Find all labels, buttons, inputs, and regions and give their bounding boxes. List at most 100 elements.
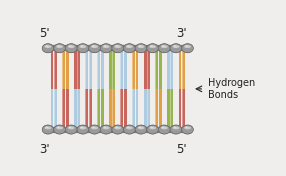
- Ellipse shape: [115, 45, 118, 47]
- Bar: [86, 48, 88, 89]
- Ellipse shape: [170, 125, 182, 134]
- Ellipse shape: [103, 126, 110, 129]
- Bar: [170, 48, 171, 130]
- Bar: [124, 89, 127, 130]
- Ellipse shape: [112, 125, 124, 134]
- Ellipse shape: [162, 45, 164, 47]
- Bar: [112, 48, 113, 130]
- Ellipse shape: [112, 125, 124, 134]
- Bar: [120, 48, 121, 130]
- Ellipse shape: [158, 125, 170, 134]
- Bar: [144, 89, 146, 130]
- Ellipse shape: [139, 127, 141, 128]
- Text: 5': 5': [39, 27, 50, 40]
- Ellipse shape: [42, 44, 54, 53]
- Ellipse shape: [123, 125, 136, 134]
- Ellipse shape: [88, 125, 101, 134]
- Bar: [101, 89, 104, 130]
- Bar: [120, 89, 123, 130]
- Ellipse shape: [174, 45, 176, 47]
- Ellipse shape: [158, 44, 170, 53]
- Ellipse shape: [147, 125, 159, 134]
- Bar: [54, 48, 55, 130]
- Ellipse shape: [138, 45, 144, 48]
- Bar: [167, 48, 170, 89]
- Bar: [132, 48, 135, 89]
- Ellipse shape: [147, 43, 159, 53]
- Ellipse shape: [114, 126, 121, 129]
- Ellipse shape: [150, 45, 153, 47]
- Bar: [136, 48, 138, 89]
- Ellipse shape: [185, 45, 188, 47]
- Bar: [51, 48, 53, 89]
- Bar: [155, 48, 158, 89]
- Ellipse shape: [92, 127, 95, 128]
- Ellipse shape: [124, 125, 135, 134]
- Bar: [178, 48, 179, 130]
- Ellipse shape: [77, 44, 89, 53]
- Ellipse shape: [65, 125, 77, 134]
- Ellipse shape: [115, 127, 118, 128]
- Bar: [97, 48, 98, 130]
- Ellipse shape: [54, 125, 65, 134]
- Ellipse shape: [80, 127, 83, 128]
- Ellipse shape: [147, 125, 158, 134]
- Ellipse shape: [161, 126, 168, 129]
- Ellipse shape: [162, 127, 164, 128]
- Bar: [112, 89, 115, 130]
- Ellipse shape: [135, 43, 147, 53]
- Bar: [89, 48, 90, 130]
- Bar: [155, 48, 156, 130]
- Bar: [54, 89, 57, 130]
- Ellipse shape: [127, 45, 130, 47]
- Ellipse shape: [92, 45, 95, 47]
- Ellipse shape: [138, 126, 144, 129]
- Bar: [170, 48, 173, 89]
- Ellipse shape: [174, 127, 176, 128]
- Ellipse shape: [182, 43, 194, 53]
- Ellipse shape: [69, 45, 71, 47]
- Bar: [159, 89, 162, 130]
- Ellipse shape: [91, 126, 98, 129]
- Ellipse shape: [65, 44, 77, 53]
- Ellipse shape: [53, 43, 65, 53]
- Bar: [178, 89, 181, 130]
- Ellipse shape: [45, 127, 48, 128]
- Ellipse shape: [89, 125, 100, 134]
- Bar: [109, 48, 112, 89]
- Ellipse shape: [124, 44, 135, 53]
- Ellipse shape: [77, 43, 89, 53]
- Ellipse shape: [54, 44, 65, 53]
- Ellipse shape: [126, 126, 133, 129]
- Bar: [101, 48, 104, 89]
- Ellipse shape: [158, 125, 170, 134]
- Ellipse shape: [100, 44, 112, 53]
- Bar: [86, 89, 88, 130]
- Ellipse shape: [80, 45, 86, 48]
- Ellipse shape: [100, 43, 112, 53]
- Ellipse shape: [182, 44, 193, 53]
- Ellipse shape: [45, 45, 51, 48]
- Ellipse shape: [42, 43, 54, 53]
- Ellipse shape: [170, 44, 182, 53]
- Bar: [74, 48, 77, 89]
- Ellipse shape: [182, 125, 194, 134]
- Bar: [62, 89, 65, 130]
- Bar: [97, 89, 100, 130]
- Bar: [147, 89, 150, 130]
- Ellipse shape: [161, 45, 168, 48]
- Ellipse shape: [170, 43, 182, 53]
- Bar: [182, 48, 183, 130]
- Ellipse shape: [182, 125, 193, 134]
- Bar: [89, 48, 92, 89]
- Ellipse shape: [185, 127, 188, 128]
- Ellipse shape: [88, 43, 101, 53]
- Bar: [144, 48, 146, 89]
- Ellipse shape: [45, 126, 51, 129]
- Ellipse shape: [139, 45, 141, 47]
- Text: 3': 3': [176, 27, 187, 40]
- Text: Hydrogen
Bonds: Hydrogen Bonds: [208, 78, 255, 100]
- Ellipse shape: [56, 126, 63, 129]
- Ellipse shape: [149, 126, 156, 129]
- Ellipse shape: [150, 127, 153, 128]
